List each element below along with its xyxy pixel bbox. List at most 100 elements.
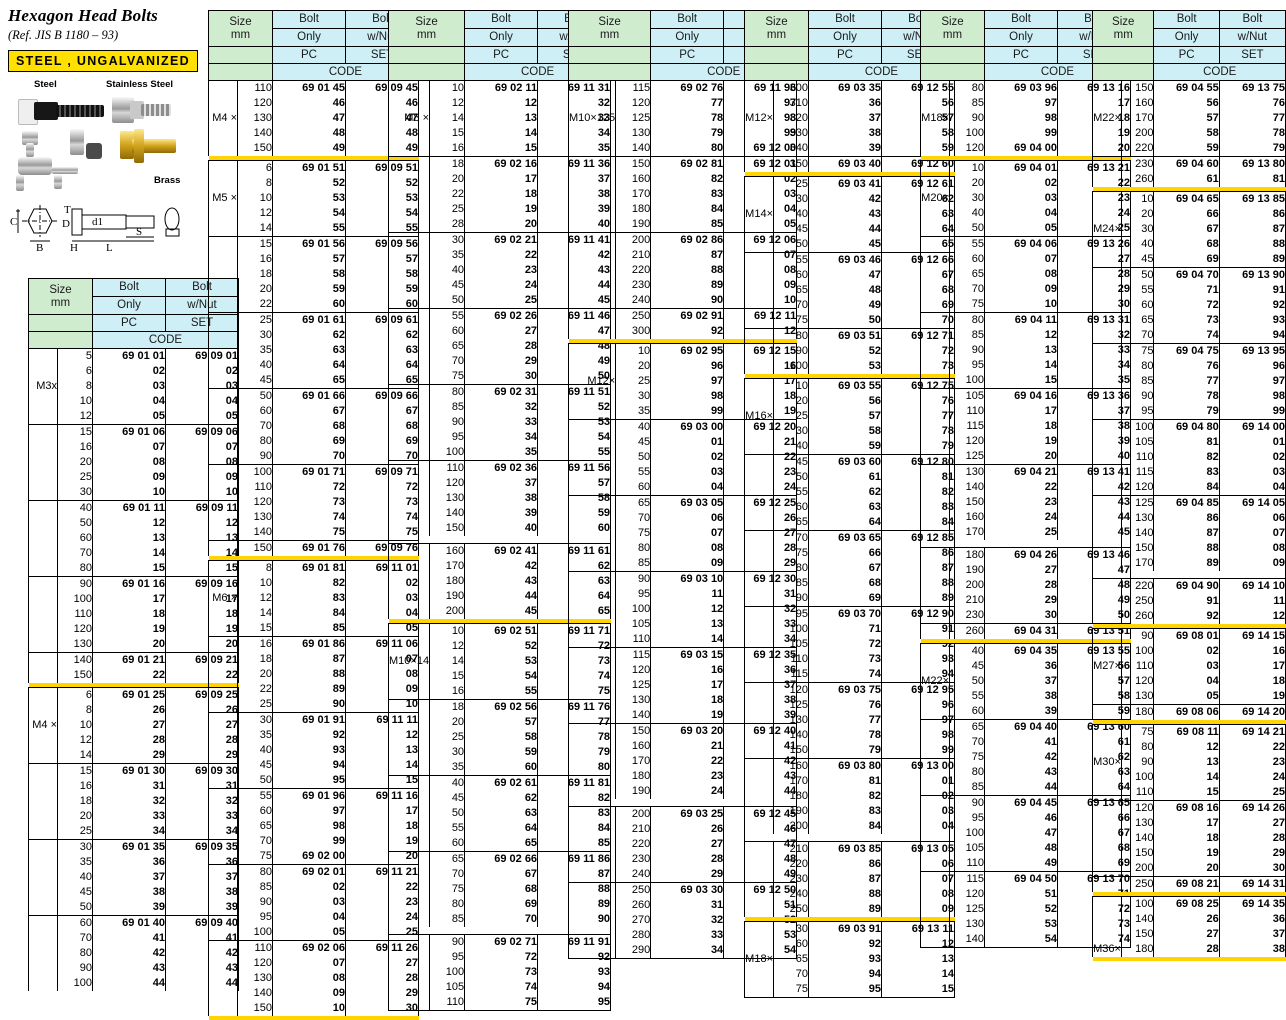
code-bolt-only[interactable]: 69 03 00 — [650, 419, 725, 435]
code-bolt-with-nut[interactable]: 69 14 15 — [1218, 628, 1286, 644]
code-bolt-only[interactable]: 43 — [808, 207, 882, 222]
code-bolt-with-nut[interactable]: 69 14 20 — [1218, 704, 1286, 720]
code-bolt-only[interactable]: 69 03 65 — [808, 530, 882, 546]
code-bolt-only[interactable]: 74 — [1153, 328, 1220, 344]
table-row[interactable]: M3x 8 03 03 — [28, 379, 239, 394]
code-bolt-only[interactable]: 69 04 31 — [984, 623, 1058, 639]
table-row[interactable]: 170 25 45 — [920, 525, 1131, 540]
code-bolt-only[interactable]: 27 — [1153, 927, 1220, 942]
code-bolt-only[interactable]: 69 03 51 — [808, 328, 882, 344]
code-bolt-only[interactable]: 22 — [984, 480, 1058, 495]
table-row[interactable]: 20 59 59 — [208, 282, 419, 297]
code-bolt-only[interactable]: 26 — [650, 822, 725, 837]
code-bolt-only[interactable]: 07 — [650, 526, 725, 541]
code-bolt-only[interactable]: 78 — [808, 728, 882, 743]
code-bolt-only[interactable]: 69 03 75 — [808, 682, 882, 698]
code-bolt-only[interactable]: 23 — [984, 495, 1058, 510]
table-row[interactable]: 120 19 19 — [28, 622, 239, 637]
table-row[interactable]: 130 86 06 — [1092, 511, 1286, 526]
table-row[interactable]: M5 × 10 53 53 — [208, 191, 419, 206]
table-row[interactable]: 50 63 83 — [387, 806, 612, 821]
code-bolt-only[interactable]: 92 — [808, 937, 882, 952]
table-row[interactable]: 18 58 58 — [208, 267, 419, 282]
table-row[interactable]: 65 73 93 — [1092, 313, 1286, 328]
table-row[interactable]: 40 68 88 — [1092, 237, 1286, 252]
code-bolt-only[interactable]: 88 — [272, 667, 346, 682]
code-bolt-only[interactable]: 59 — [1153, 141, 1220, 157]
code-bolt-only[interactable]: 27 — [464, 324, 539, 339]
code-bolt-only[interactable]: 02 — [272, 880, 346, 895]
code-bolt-only[interactable]: 69 03 91 — [808, 921, 882, 937]
code-bolt-only[interactable]: 73 — [272, 495, 346, 510]
code-bolt-only[interactable]: 06 — [650, 511, 725, 526]
code-bolt-only[interactable]: 69 03 70 — [808, 606, 882, 622]
table-row[interactable]: 25 09 09 — [28, 470, 239, 485]
code-bolt-only[interactable]: 83 — [1153, 465, 1220, 480]
code-bolt-only[interactable]: 32 — [650, 913, 725, 928]
table-row[interactable]: 80 12 22 — [1092, 740, 1286, 755]
code-bolt-only[interactable]: 53 — [272, 191, 346, 206]
code-bolt-only[interactable]: 71 — [1153, 283, 1220, 298]
table-row[interactable]: 85 02 22 — [208, 880, 419, 895]
code-bolt-only[interactable]: 69 02 91 — [650, 308, 725, 324]
code-bolt-with-nut[interactable]: 86 — [1218, 207, 1286, 222]
code-bolt-only[interactable]: 69 01 91 — [272, 712, 346, 728]
code-bolt-only[interactable]: 69 04 11 — [984, 312, 1058, 328]
table-row[interactable]: 150 10 30 — [208, 1001, 419, 1016]
code-bolt-only[interactable]: 69 03 85 — [808, 841, 882, 857]
code-bolt-only[interactable]: 02 — [650, 450, 725, 465]
code-bolt-only[interactable]: 69 03 20 — [650, 723, 725, 739]
code-bolt-only[interactable]: 53 — [984, 917, 1058, 932]
code-bolt-only[interactable]: 69 03 60 — [808, 454, 882, 470]
code-bolt-only[interactable]: 90 — [650, 293, 725, 309]
table-row[interactable]: 100 15 35 — [920, 373, 1131, 389]
code-bolt-only[interactable]: 69 04 45 — [984, 795, 1058, 811]
code-bolt-only[interactable]: 69 02 56 — [464, 699, 539, 715]
table-row[interactable]: 60 69 01 40 69 09 40 — [28, 915, 239, 931]
code-bolt-with-nut[interactable]: 01 — [1218, 435, 1286, 450]
code-bolt-only[interactable]: 74 — [272, 510, 346, 525]
code-bolt-only[interactable]: 17 — [650, 678, 725, 693]
table-row[interactable]: 60 97 17 — [208, 804, 419, 819]
code-bolt-only[interactable]: 03 — [984, 191, 1058, 206]
code-bolt-only[interactable]: 05 — [1153, 689, 1220, 705]
table-row[interactable]: 75 69 04 75 69 13 95 — [1092, 343, 1286, 359]
code-bolt-only[interactable]: 20 — [92, 637, 166, 653]
code-bolt-only[interactable]: 36 — [808, 96, 882, 111]
code-bolt-only[interactable]: 19 — [650, 708, 725, 724]
table-row[interactable]: 30 62 62 — [208, 328, 419, 343]
code-bolt-only[interactable]: 05 — [92, 409, 166, 425]
code-bolt-only[interactable]: 48 — [984, 841, 1058, 856]
code-bolt-only[interactable]: 84 — [808, 819, 882, 834]
table-row[interactable]: 110 75 95 — [387, 995, 612, 1011]
code-bolt-only[interactable]: 17 — [1153, 816, 1220, 831]
table-row[interactable]: 200 20 30 — [1092, 861, 1286, 877]
code-bolt-only[interactable]: 89 — [272, 682, 346, 697]
code-bolt-with-nut[interactable]: 15 — [881, 982, 955, 998]
code-bolt-only[interactable]: 04 — [92, 394, 166, 409]
table-row[interactable]: 30 69 01 35 69 09 35 — [28, 839, 239, 855]
code-bolt-only[interactable]: 73 — [808, 652, 882, 667]
code-bolt-only[interactable]: 57 — [272, 252, 346, 267]
code-bolt-only[interactable]: 55 — [464, 684, 539, 700]
code-bolt-only[interactable]: 69 — [272, 434, 346, 449]
code-bolt-only[interactable]: 26 — [1153, 912, 1220, 927]
code-bolt-only[interactable]: 33 — [92, 809, 166, 824]
code-bolt-with-nut[interactable]: 78 — [1218, 126, 1286, 141]
code-bolt-only[interactable]: 42 — [92, 946, 166, 961]
code-bolt-only[interactable]: 59 — [808, 439, 882, 455]
code-bolt-only[interactable]: 76 — [1153, 359, 1220, 374]
code-bolt-only[interactable]: 09 — [272, 986, 346, 1001]
table-row[interactable]: 80 15 15 — [28, 561, 239, 577]
code-bolt-only[interactable]: 29 — [984, 593, 1058, 608]
table-row[interactable]: 8 69 01 81 69 11 01 — [208, 560, 419, 576]
code-bolt-only[interactable]: 18 — [650, 693, 725, 708]
table-row[interactable]: 120 04 18 — [1092, 674, 1286, 689]
table-row[interactable]: 90 69 08 01 69 14 15 — [1092, 628, 1286, 644]
table-row[interactable]: M6 × 12 83 03 — [208, 591, 419, 606]
table-row[interactable]: 100 14 24 — [1092, 770, 1286, 785]
code-bolt-only[interactable]: 15 — [984, 373, 1058, 389]
code-bolt-only[interactable]: 85 — [650, 217, 725, 233]
code-bolt-only[interactable]: 04 — [984, 206, 1058, 221]
code-bolt-with-nut[interactable]: 94 — [1218, 328, 1286, 344]
